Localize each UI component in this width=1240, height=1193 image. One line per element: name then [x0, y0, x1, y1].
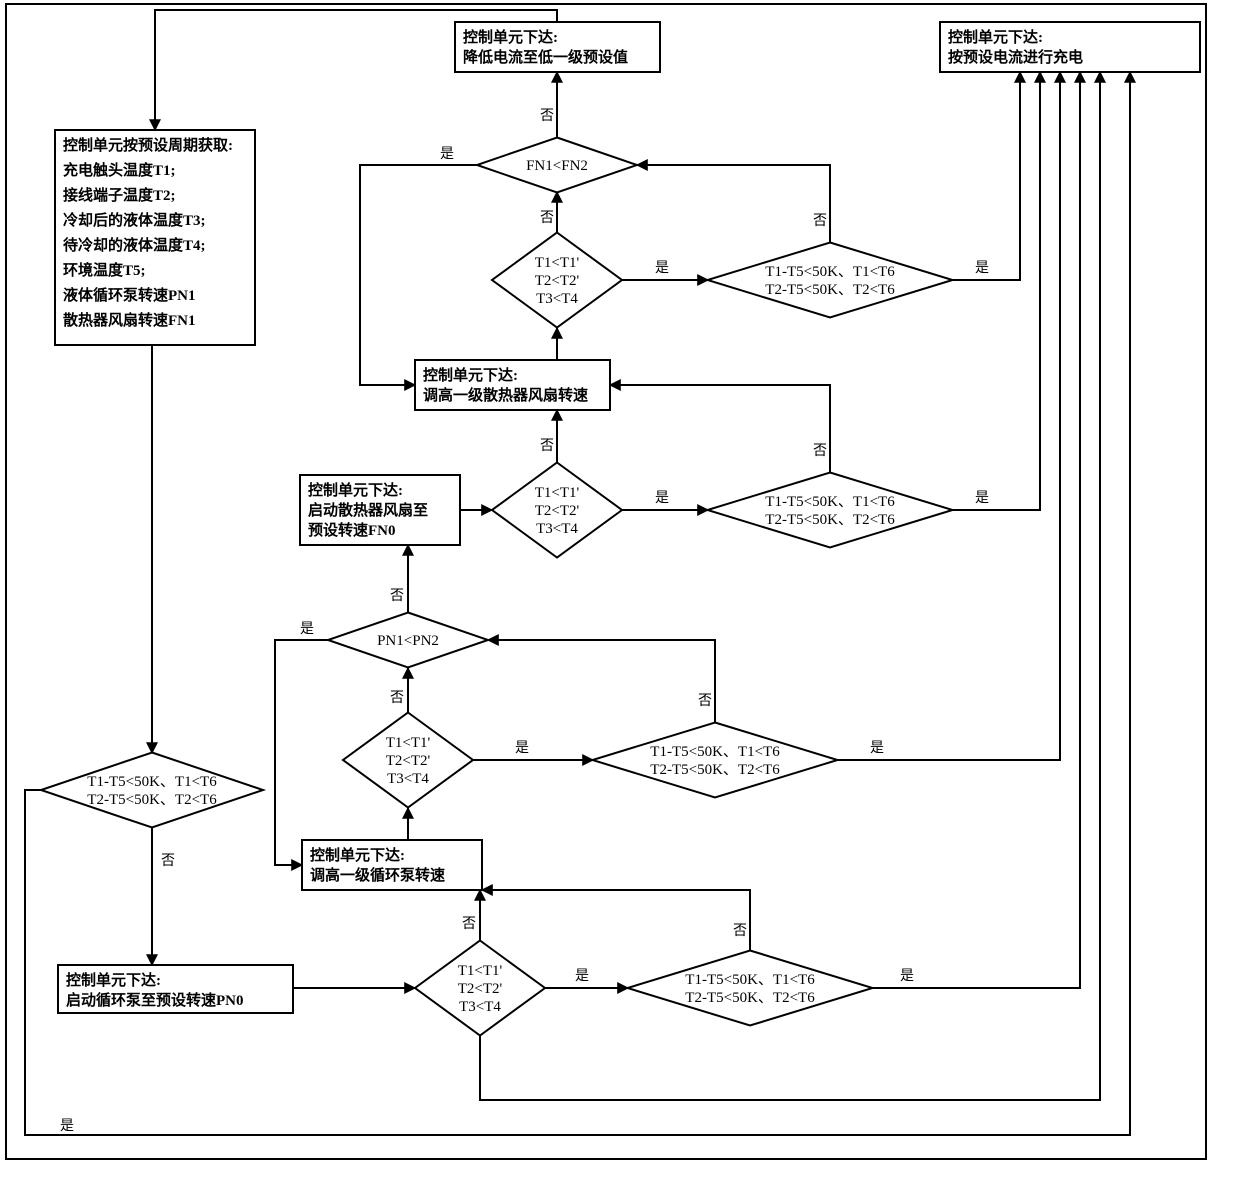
svg-text:按预设电流进行充电: 按预设电流进行充电	[948, 48, 1083, 66]
svg-text:否: 否	[462, 917, 476, 932]
svg-text:启动散热器风扇至: 启动散热器风扇至	[308, 501, 428, 519]
svg-text:控制单元下达:: 控制单元下达:	[423, 366, 518, 384]
svg-text:降低电流至低一级预设值: 降低电流至低一级预设值	[463, 48, 628, 66]
svg-text:T2-T5<50K、T2<T6: T2-T5<50K、T2<T6	[650, 762, 780, 778]
svg-text:控制单元下达:: 控制单元下达:	[66, 971, 161, 989]
svg-text:散热器风扇转速FN1: 散热器风扇转速FN1	[63, 311, 196, 329]
svg-text:控制单元下达:: 控制单元下达:	[310, 846, 405, 864]
svg-text:T1<T1': T1<T1'	[386, 735, 431, 751]
svg-text:T2-T5<50K、T2<T6: T2-T5<50K、T2<T6	[765, 282, 895, 298]
svg-text:T3<T4: T3<T4	[536, 521, 578, 537]
svg-text:是: 是	[440, 147, 454, 162]
svg-text:控制单元下达:: 控制单元下达:	[948, 28, 1043, 46]
svg-text:T1<T1': T1<T1'	[535, 485, 580, 501]
check_bot	[628, 951, 873, 1026]
svg-text:T3<T4: T3<T4	[387, 771, 429, 787]
svg-text:T1-T5<50K、T1<T6: T1-T5<50K、T1<T6	[685, 972, 815, 988]
svg-text:PN1<PN2: PN1<PN2	[377, 633, 439, 649]
svg-text:控制单元按预设周期获取:: 控制单元按预设周期获取:	[63, 136, 233, 154]
svg-text:液体循环泵转速PN1: 液体循环泵转速PN1	[63, 286, 196, 304]
svg-text:启动循环泵至预设转速PN0: 启动循环泵至预设转速PN0	[66, 991, 244, 1009]
svg-text:T2<T2': T2<T2'	[386, 753, 431, 769]
svg-text:否: 否	[390, 691, 404, 706]
svg-text:T2<T2': T2<T2'	[458, 981, 503, 997]
check_mid	[708, 473, 953, 548]
check_top	[708, 243, 953, 318]
svg-text:是: 是	[655, 491, 669, 506]
svg-text:T2-T5<50K、T2<T6: T2-T5<50K、T2<T6	[685, 990, 815, 1006]
svg-text:充电触头温度T1;: 充电触头温度T1;	[63, 161, 176, 179]
flowchart-canvas: 否是否是是否否是是否否是否是是否否是否是是否控制单元按预设周期获取:充电触头温度…	[0, 0, 1240, 1193]
svg-text:否: 否	[161, 854, 175, 869]
svg-text:接线端子温度T2;: 接线端子温度T2;	[63, 186, 176, 204]
svg-text:环境温度T5;: 环境温度T5;	[63, 261, 146, 279]
svg-text:否: 否	[733, 924, 747, 939]
svg-text:否: 否	[540, 439, 554, 454]
svg-text:否: 否	[540, 211, 554, 226]
svg-text:控制单元下达:: 控制单元下达:	[463, 28, 558, 46]
svg-text:是: 是	[870, 741, 884, 756]
svg-text:否: 否	[698, 694, 712, 709]
svg-text:T3<T4: T3<T4	[536, 291, 578, 307]
svg-text:T1-T5<50K、T1<T6: T1-T5<50K、T1<T6	[765, 264, 895, 280]
svg-text:T1-T5<50K、T1<T6: T1-T5<50K、T1<T6	[87, 774, 217, 790]
svg-text:T1-T5<50K、T1<T6: T1-T5<50K、T1<T6	[650, 744, 780, 760]
svg-text:冷却后的液体温度T3;: 冷却后的液体温度T3;	[63, 211, 206, 229]
svg-text:T2-T5<50K、T2<T6: T2-T5<50K、T2<T6	[87, 792, 217, 808]
svg-text:调高一级循环泵转速: 调高一级循环泵转速	[310, 866, 445, 884]
svg-text:T2-T5<50K、T2<T6: T2-T5<50K、T2<T6	[765, 512, 895, 528]
svg-text:是: 是	[60, 1119, 74, 1134]
check_low	[593, 723, 838, 798]
svg-text:是: 是	[900, 969, 914, 984]
svg-text:T3<T4: T3<T4	[459, 999, 501, 1015]
svg-text:待冷却的液体温度T4;: 待冷却的液体温度T4;	[63, 236, 206, 254]
svg-text:是: 是	[300, 622, 314, 637]
svg-text:T2<T2': T2<T2'	[535, 273, 580, 289]
svg-text:否: 否	[390, 589, 404, 604]
svg-text:否: 否	[540, 109, 554, 124]
svg-text:是: 是	[655, 261, 669, 276]
svg-text:T2<T2': T2<T2'	[535, 503, 580, 519]
svg-text:T1-T5<50K、T1<T6: T1-T5<50K、T1<T6	[765, 494, 895, 510]
check_left	[41, 753, 263, 828]
svg-text:否: 否	[813, 444, 827, 459]
svg-text:是: 是	[515, 741, 529, 756]
svg-text:调高一级散热器风扇转速: 调高一级散热器风扇转速	[423, 386, 588, 404]
svg-text:FN1<FN2: FN1<FN2	[526, 158, 588, 174]
svg-text:是: 是	[975, 491, 989, 506]
svg-text:预设转速FN0: 预设转速FN0	[308, 521, 396, 539]
svg-text:控制单元下达:: 控制单元下达:	[308, 481, 403, 499]
svg-text:是: 是	[975, 261, 989, 276]
svg-text:T1<T1': T1<T1'	[458, 963, 503, 979]
svg-text:否: 否	[813, 214, 827, 229]
svg-text:T1<T1': T1<T1'	[535, 255, 580, 271]
svg-text:是: 是	[575, 969, 589, 984]
